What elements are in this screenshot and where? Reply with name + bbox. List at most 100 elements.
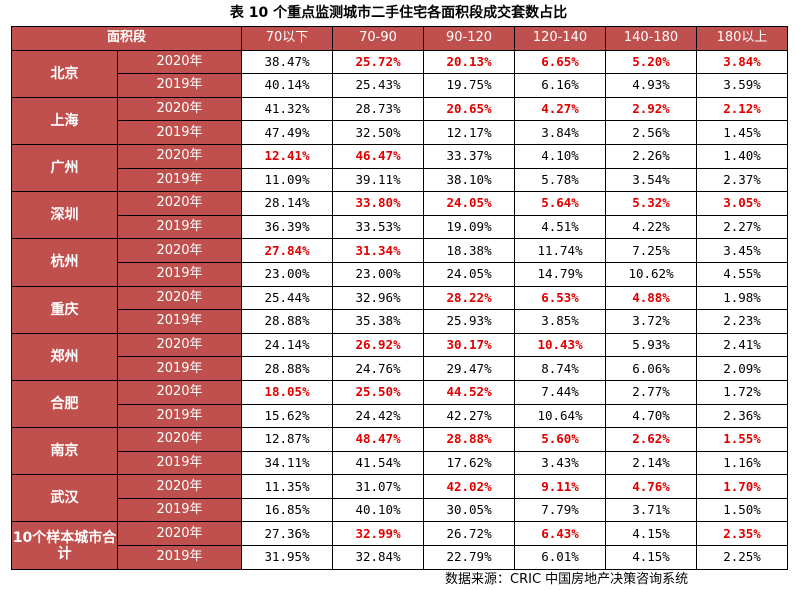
table-row: 武汉 2020年 11.35% 31.07% 42.02% 9.11% 4.76% 1.70% — [11, 474, 789, 523]
table-row: 2019年 36.39% 33.53% 19.09% 4.51% 4.22% 2.27% — [12, 214, 789, 240]
city-name: 南京 — [11, 427, 118, 476]
header-row: 面积段 70以下 70-90 90-120 120-140 140-180 18… — [10, 26, 789, 51]
year-label: 2020年 — [116, 379, 243, 405]
share-value-cell: 2.12% — [696, 96, 789, 122]
share-value-cell: 35.38% — [332, 309, 425, 334]
table-row: 广州 2020年 12.41% 46.47% 33.37% 4.10% 2.26% 1.40% — [11, 143, 789, 193]
table-row: 重庆 2020年 25.44% 32.96% 28.22% 6.53% 4.88% 1.98% — [11, 285, 789, 334]
share-value-cell: 38.10% — [423, 167, 516, 193]
share-value-cell: 12.87% — [241, 427, 334, 452]
table-row: 杭州 2020年 27.84% 31.34% 18.38% 11.74% 7.25% 3.45… — [11, 238, 789, 287]
table-title: 表 10 个重点监测城市二手住宅各面积段成交套数占比 — [229, 5, 568, 21]
year-label: 2020年 — [116, 96, 243, 122]
share-value-cell: 16.85% — [241, 497, 334, 523]
city-name: 重庆 — [11, 285, 118, 334]
city-name: 杭州 — [11, 238, 118, 287]
column-header: 140-180 — [605, 26, 698, 51]
share-value-cell: 7.44% — [514, 379, 607, 405]
table-row: 2019年 11.09% 39.11% 38.10% 5.78% 3.54% 2.37% — [12, 167, 789, 193]
share-value-cell: 1.70% — [696, 474, 789, 499]
share-value-cell: 25.43% — [332, 73, 425, 98]
share-value-cell: 25.93% — [423, 309, 516, 334]
table-row: 2019年 16.85% 40.10% 30.05% 7.79% 3.71% 1.50% — [12, 497, 789, 523]
column-header: 180以上 — [696, 26, 789, 51]
share-value-cell: 28.14% — [241, 191, 334, 216]
year-label: 2020年 — [116, 143, 243, 169]
column-header: 70-90 — [332, 26, 425, 51]
share-value-cell: 17.62% — [423, 450, 516, 476]
share-value-cell: 2.35% — [696, 521, 789, 547]
share-value-cell: 32.99% — [332, 521, 425, 547]
share-value-cell: 14.79% — [514, 261, 607, 287]
share-value-cell: 2.92% — [605, 96, 698, 122]
share-value-cell: 18.05% — [241, 379, 334, 405]
share-value-cell: 4.27% — [514, 96, 607, 122]
share-value-cell: 19.75% — [423, 73, 516, 98]
year-label: 2020年 — [116, 474, 243, 499]
city-name: 上海 — [11, 96, 118, 145]
share-value-cell: 1.45% — [696, 120, 789, 145]
share-value-cell: 5.60% — [514, 427, 607, 452]
share-value-cell: 3.45% — [696, 238, 789, 263]
share-value-cell: 3.43% — [514, 450, 607, 476]
share-value-cell: 28.22% — [423, 285, 516, 311]
column-header: 120-140 — [514, 26, 607, 51]
share-value-cell: 2.27% — [696, 214, 789, 240]
share-value-cell: 5.93% — [605, 332, 698, 358]
share-value-cell: 3.72% — [605, 309, 698, 334]
share-value-cell: 2.77% — [605, 379, 698, 405]
share-value-cell: 6.53% — [514, 285, 607, 311]
year-label: 2020年 — [116, 427, 243, 452]
share-value-cell: 23.00% — [241, 261, 334, 287]
share-value-cell: 4.93% — [605, 73, 698, 98]
table-row: 合肥 2020年 18.05% 25.50% 44.52% 7.44% 2.77% 1.72% — [11, 379, 789, 429]
year-label: 2020年 — [116, 49, 243, 75]
share-value-cell: 4.15% — [605, 521, 698, 547]
share-value-cell: 28.88% — [241, 356, 334, 381]
share-value-cell: 22.79% — [423, 545, 516, 570]
share-value-cell: 4.22% — [605, 214, 698, 240]
share-value-cell: 7.79% — [514, 497, 607, 523]
share-value-cell: 27.84% — [241, 238, 334, 263]
share-value-cell: 24.76% — [332, 356, 425, 381]
share-value-cell: 3.84% — [514, 120, 607, 145]
share-value-cell: 2.23% — [696, 309, 789, 334]
share-value-cell: 5.20% — [605, 49, 698, 75]
share-value-cell: 25.50% — [332, 379, 425, 405]
share-value-cell: 2.62% — [605, 427, 698, 452]
data-source-note: 数据来源：CRIC 中国房地产决策咨询系统 — [445, 572, 689, 587]
share-value-cell: 23.00% — [332, 261, 425, 287]
share-value-cell: 4.55% — [696, 261, 789, 287]
share-value-cell: 10.43% — [514, 332, 607, 358]
share-value-cell: 7.25% — [605, 238, 698, 263]
share-value-cell: 28.88% — [423, 427, 516, 452]
share-value-cell: 38.47% — [241, 49, 334, 75]
table-row: 2019年 28.88% 35.38% 25.93% 3.85% 3.72% 2.23% — [12, 309, 789, 334]
table-row: 2019年 47.49% 32.50% 12.17% 3.84% 2.56% 1.45% — [12, 120, 789, 145]
share-value-cell: 33.37% — [423, 143, 516, 169]
share-value-cell: 42.27% — [423, 403, 516, 429]
city-name: 广州 — [11, 143, 118, 193]
share-value-cell: 32.96% — [332, 285, 425, 311]
share-value-cell: 5.78% — [514, 167, 607, 193]
share-value-cell: 12.17% — [423, 120, 516, 145]
share-value-cell: 26.72% — [423, 521, 516, 547]
table-row: 2019年 23.00% 23.00% 24.05% 14.79% 10.62% 4.55% — [12, 261, 789, 287]
share-value-cell: 5.64% — [514, 191, 607, 216]
table-row: 南京 2020年 12.87% 48.47% 28.88% 5.60% 2.62% 1.55% — [11, 427, 789, 476]
share-value-cell: 40.10% — [332, 497, 425, 523]
share-value-cell: 3.84% — [696, 49, 789, 75]
share-value-cell: 1.55% — [696, 427, 789, 452]
share-value-cell: 6.65% — [514, 49, 607, 75]
year-label: 2019年 — [116, 497, 243, 523]
share-value-cell: 31.34% — [332, 238, 425, 263]
share-value-cell: 41.32% — [241, 96, 334, 122]
share-value-cell: 6.06% — [605, 356, 698, 381]
city-name: 武汉 — [11, 474, 118, 523]
share-value-cell: 25.44% — [241, 285, 334, 311]
year-label: 2019年 — [116, 450, 243, 476]
share-value-cell: 1.98% — [696, 285, 789, 311]
share-value-cell: 6.01% — [514, 545, 607, 570]
share-value-cell: 20.13% — [423, 49, 516, 75]
share-value-cell: 1.40% — [696, 143, 789, 169]
